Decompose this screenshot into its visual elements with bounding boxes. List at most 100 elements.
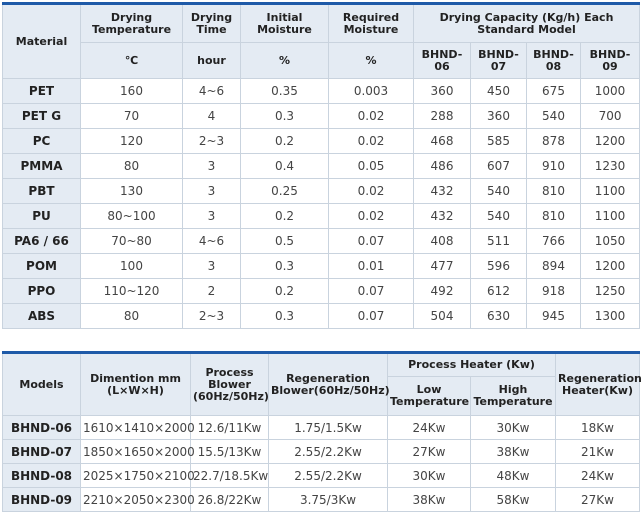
process-blower-cell: 15.5/13Kw [190, 439, 269, 464]
initial-moisture-cell: 0.4 [240, 153, 329, 179]
low-temp-heater-cell: 24Kw [387, 415, 471, 440]
material-cell: PPO [2, 278, 81, 304]
time-cell: 2~3 [182, 303, 241, 329]
capacity-bhnd-07-cell: 540 [470, 203, 527, 229]
regeneration-blower-cell: 3.75/3Kw [268, 487, 388, 512]
header-model-bhnd-09: BHND-09 [579, 42, 641, 79]
capacity-bhnd-08-cell: 810 [526, 178, 581, 204]
material-cell: PC [2, 128, 81, 154]
header-models: Models [2, 352, 81, 416]
time-cell: 3 [182, 153, 241, 179]
header-required-moisture: Required Moisture [328, 3, 414, 43]
capacity-bhnd-09-cell: 1100 [579, 178, 641, 204]
header-initial-moisture: Initial Moisture [240, 3, 329, 43]
header-dimension: Dimention mm (L×W×H) [80, 352, 191, 416]
table-row: PET G 70 4 0.3 0.02 288 360 540 700 [2, 103, 641, 129]
capacity-bhnd-09-cell: 1200 [579, 253, 641, 279]
required-moisture-cell: 0.02 [328, 203, 414, 229]
header-high-temperature: High Temperature [469, 376, 557, 416]
table-row: PU 80~100 3 0.2 0.02 432 540 810 1100 [2, 203, 641, 229]
header-process-heater: Process Heater (Kw) [386, 352, 557, 377]
table-row: PA6 / 66 70~80 4~6 0.5 0.07 408 511 766 1050 [2, 228, 641, 254]
capacity-bhnd-09-cell: 1230 [579, 153, 641, 179]
low-temp-heater-cell: 30Kw [387, 463, 471, 488]
low-temp-heater-cell: 27Kw [387, 439, 471, 464]
high-temp-heater-cell: 30Kw [469, 415, 557, 440]
capacity-bhnd-09-cell: 1000 [579, 78, 641, 104]
time-cell: 3 [182, 253, 241, 279]
unit-initial-moisture: % [240, 42, 329, 79]
material-cell: PU [2, 203, 81, 229]
dimension-cell: 2210×2050×2300 [80, 487, 195, 512]
capacity-bhnd-07-cell: 612 [470, 278, 527, 304]
process-blower-cell: 22.7/18.5Kw [190, 463, 269, 488]
specification-table: Models Dimention mm (L×W×H) Process Blow… [2, 351, 641, 512]
table-row: BHND-08 2025×1750×2100 22.7/18.5Kw 2.55/2.2… [2, 463, 641, 488]
table-row: PC 120 2~3 0.2 0.02 468 585 878 1200 [2, 128, 641, 154]
header-process-blower: Process Blower (60Hz/50Hz) [190, 352, 269, 416]
table-row: BHND-09 2210×2050×2300 26.8/22Kw 3.75/3Kw 38… [2, 487, 641, 512]
required-moisture-cell: 0.02 [328, 128, 414, 154]
capacity-bhnd-08-cell: 810 [526, 203, 581, 229]
capacity-bhnd-08-cell: 540 [526, 103, 581, 129]
material-cell: PMMA [2, 153, 81, 179]
unit-time: hour [182, 42, 241, 79]
time-cell: 4~6 [182, 78, 241, 104]
required-moisture-cell: 0.07 [328, 278, 414, 304]
capacity-bhnd-08-cell: 675 [526, 78, 581, 104]
model-cell: BHND-07 [2, 439, 81, 464]
capacity-bhnd-06-cell: 504 [413, 303, 471, 329]
capacity-bhnd-08-cell: 878 [526, 128, 581, 154]
high-temp-heater-cell: 48Kw [469, 463, 557, 488]
temperature-cell: 110~120 [80, 278, 183, 304]
capacity-bhnd-07-cell: 511 [470, 228, 527, 254]
required-moisture-cell: 0.02 [328, 103, 414, 129]
header-drying-capacity: Drying Capacity (Kg/h) Each Standard Mod… [412, 3, 641, 43]
capacity-bhnd-09-cell: 1250 [579, 278, 641, 304]
table-row: BHND-07 1850×1650×2000 15.5/13Kw 2.55/2.2Kw… [2, 439, 641, 464]
time-cell: 3 [182, 178, 241, 204]
header-material: Material [2, 3, 81, 79]
unit-temperature: ℃ [80, 42, 183, 79]
dimension-cell: 1850×1650×2000 [80, 439, 195, 464]
temperature-cell: 70 [80, 103, 183, 129]
capacity-bhnd-06-cell: 477 [413, 253, 471, 279]
capacity-bhnd-09-cell: 1200 [579, 128, 641, 154]
capacity-bhnd-09-cell: 1050 [579, 228, 641, 254]
process-blower-cell: 26.8/22Kw [190, 487, 269, 512]
header-low-temperature: Low Temperature [387, 376, 471, 416]
capacity-bhnd-07-cell: 596 [470, 253, 527, 279]
regeneration-heater-cell: 21Kw [555, 439, 641, 464]
initial-moisture-cell: 0.2 [240, 128, 329, 154]
regeneration-blower-cell: 2.55/2.2Kw [268, 439, 388, 464]
capacity-bhnd-07-cell: 607 [470, 153, 527, 179]
header-regeneration-heater: Regeneration Heater(Kw) [555, 352, 641, 416]
capacity-bhnd-09-cell: 700 [579, 103, 641, 129]
table-row: PBT 130 3 0.25 0.02 432 540 810 1100 [2, 178, 641, 204]
process-blower-cell: 12.6/11Kw [190, 415, 269, 440]
capacity-bhnd-08-cell: 910 [526, 153, 581, 179]
temperature-cell: 160 [80, 78, 183, 104]
material-cell: PET G [2, 103, 81, 129]
header-model-bhnd-07: BHND-07 [470, 42, 527, 79]
capacity-bhnd-07-cell: 450 [470, 78, 527, 104]
material-cell: PA6 / 66 [2, 228, 81, 254]
high-temp-heater-cell: 38Kw [469, 439, 557, 464]
initial-moisture-cell: 0.3 [240, 103, 329, 129]
time-cell: 4 [182, 103, 241, 129]
model-cell: BHND-08 [2, 463, 81, 488]
capacity-bhnd-09-cell: 1100 [579, 203, 641, 229]
temperature-cell: 80 [80, 153, 183, 179]
initial-moisture-cell: 0.3 [240, 253, 329, 279]
temperature-cell: 70~80 [80, 228, 183, 254]
temperature-cell: 130 [80, 178, 183, 204]
capacity-bhnd-06-cell: 288 [413, 103, 471, 129]
capacity-bhnd-08-cell: 894 [526, 253, 581, 279]
dimension-cell: 2025×1750×2100 [80, 463, 195, 488]
table-row: PPO 110~120 2 0.2 0.07 492 612 918 1250 [2, 278, 641, 304]
initial-moisture-cell: 0.2 [240, 203, 329, 229]
spec-table-body: BHND-06 1610×1410×2000 12.6/11Kw 1.75/1.5Kw… [2, 415, 641, 512]
capacity-bhnd-09-cell: 1300 [579, 303, 641, 329]
temperature-cell: 120 [80, 128, 183, 154]
capacity-bhnd-07-cell: 585 [470, 128, 527, 154]
